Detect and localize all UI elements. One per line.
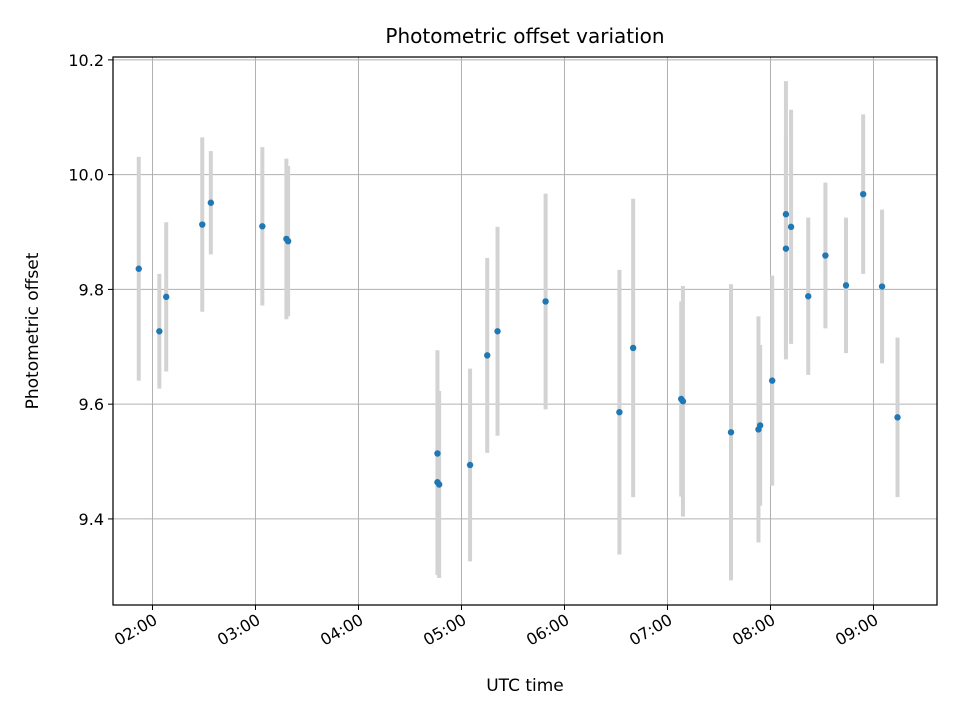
data-point [769, 377, 776, 384]
plot-frame [112, 56, 938, 606]
data-point [284, 237, 292, 245]
data-point [466, 461, 474, 469]
data-point [259, 223, 266, 230]
data-point [156, 328, 163, 335]
x-tick-label: 05:00 [420, 610, 469, 650]
data-point [842, 282, 850, 289]
data-point [878, 283, 886, 290]
data-point [787, 223, 795, 231]
data-point [805, 293, 812, 300]
x-tick-label: 09:00 [832, 610, 881, 650]
data-point [679, 398, 687, 405]
data-point [494, 328, 501, 335]
data-point [207, 199, 215, 206]
x-tick-label: 04:00 [317, 610, 366, 650]
data-point [163, 293, 170, 301]
data-point [135, 265, 142, 272]
data-point [894, 414, 901, 421]
x-tick-label: 03:00 [214, 610, 263, 650]
y-tick-label: 9.4 [79, 510, 104, 529]
data-point [434, 450, 441, 457]
data-point [782, 245, 790, 252]
x-tick-label: 02:00 [111, 610, 160, 650]
y-tick-label: 9.8 [79, 280, 104, 299]
data-point [859, 190, 867, 198]
data-points [135, 190, 901, 488]
x-axis-label: UTC time [486, 676, 564, 696]
y-axis-label: Photometric offset [23, 252, 43, 409]
data-point [199, 221, 206, 228]
data-point [629, 344, 637, 352]
data-point [756, 422, 764, 429]
chart-title: Photometric offset variation [385, 24, 664, 48]
x-tick-label: 08:00 [729, 610, 778, 650]
data-point [435, 481, 443, 488]
data-point [542, 298, 549, 305]
x-tick-label: 07:00 [626, 610, 675, 650]
data-point [616, 408, 623, 416]
grid-lines [113, 57, 937, 605]
y-tick-label: 10.2 [68, 51, 104, 70]
data-point [727, 429, 735, 436]
y-tick-label: 10.0 [68, 166, 104, 185]
error-bars [136, 81, 900, 581]
data-point [782, 211, 790, 218]
x-tick-label: 06:00 [523, 610, 572, 650]
data-point [822, 252, 829, 259]
y-tick-label: 9.6 [79, 395, 104, 414]
data-point [484, 352, 491, 359]
